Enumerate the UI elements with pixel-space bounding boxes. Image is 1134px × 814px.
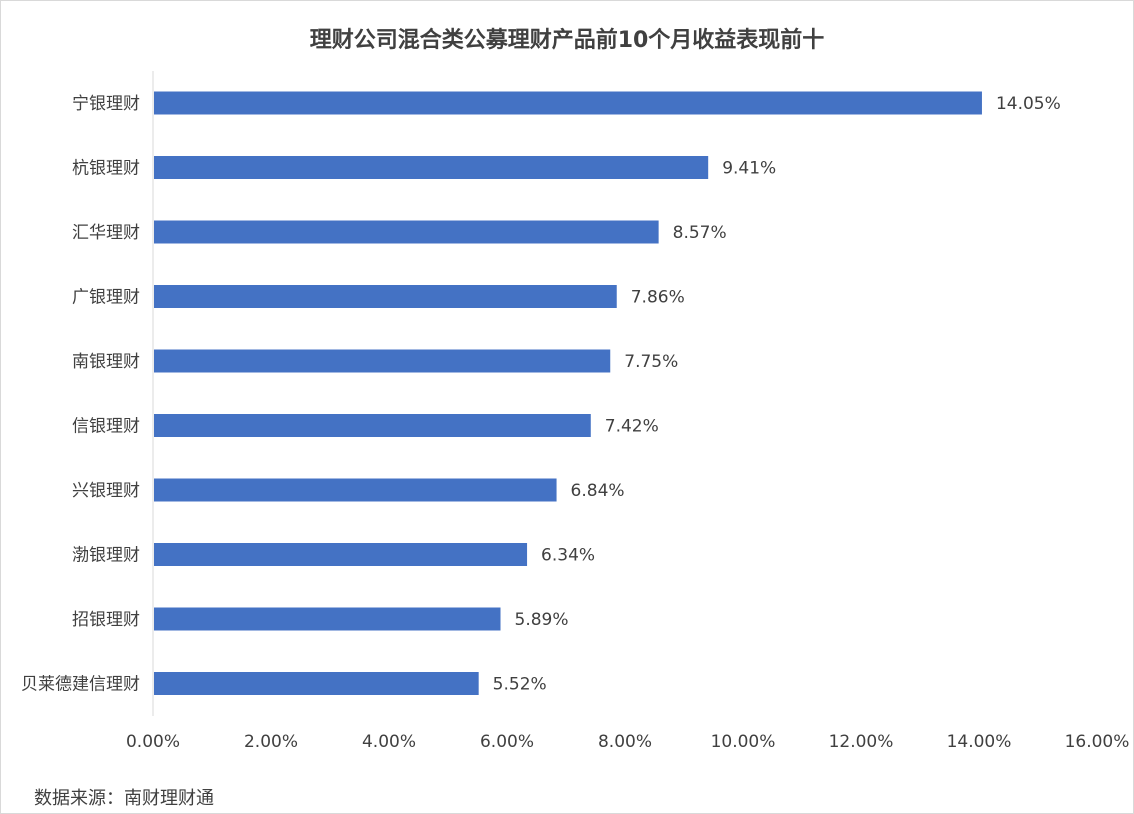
category-label: 广银理财	[72, 288, 140, 308]
bar	[154, 607, 501, 631]
chart-title: 理财公司混合类公募理财产品前10个月收益表现前十	[309, 28, 825, 53]
value-label: 6.84%	[571, 481, 625, 501]
category-label: 招银理财	[72, 610, 140, 630]
bar	[154, 285, 617, 308]
x-tick-label: 0.00%	[126, 732, 180, 752]
bar	[154, 91, 982, 115]
x-tick-label: 4.00%	[362, 732, 416, 752]
bar	[154, 220, 659, 244]
x-tick-label: 16.00%	[1065, 732, 1130, 752]
value-label: 7.75%	[624, 352, 678, 372]
category-label: 汇华理财	[72, 223, 140, 243]
bar	[154, 672, 479, 695]
x-tick-label: 14.00%	[947, 732, 1012, 752]
value-label: 7.42%	[605, 417, 659, 437]
category-label: 贝莱德建信理财	[21, 675, 140, 695]
value-label: 9.41%	[722, 159, 776, 179]
value-label: 7.86%	[631, 288, 685, 308]
bar	[154, 414, 591, 437]
category-label: 杭银理财	[72, 159, 140, 179]
value-label: 14.05%	[996, 94, 1061, 114]
category-label: 兴银理财	[72, 481, 140, 501]
category-label: 信银理财	[72, 417, 140, 437]
value-label: 8.57%	[673, 223, 727, 243]
value-label: 5.89%	[515, 610, 569, 630]
bar	[154, 156, 709, 179]
category-label: 渤银理财	[72, 546, 140, 566]
bar	[154, 349, 611, 373]
x-tick-label: 10.00%	[711, 732, 776, 752]
bar	[154, 478, 557, 502]
value-label: 5.52%	[493, 675, 547, 695]
source-note: 数据来源：南财理财通	[34, 788, 214, 809]
x-tick-label: 2.00%	[244, 732, 298, 752]
bar	[154, 543, 528, 566]
x-tick-label: 6.00%	[480, 732, 534, 752]
category-label: 宁银理财	[72, 94, 140, 114]
value-label: 6.34%	[541, 546, 595, 566]
x-tick-label: 12.00%	[829, 732, 894, 752]
x-tick-label: 8.00%	[598, 732, 652, 752]
category-label: 南银理财	[72, 352, 140, 372]
